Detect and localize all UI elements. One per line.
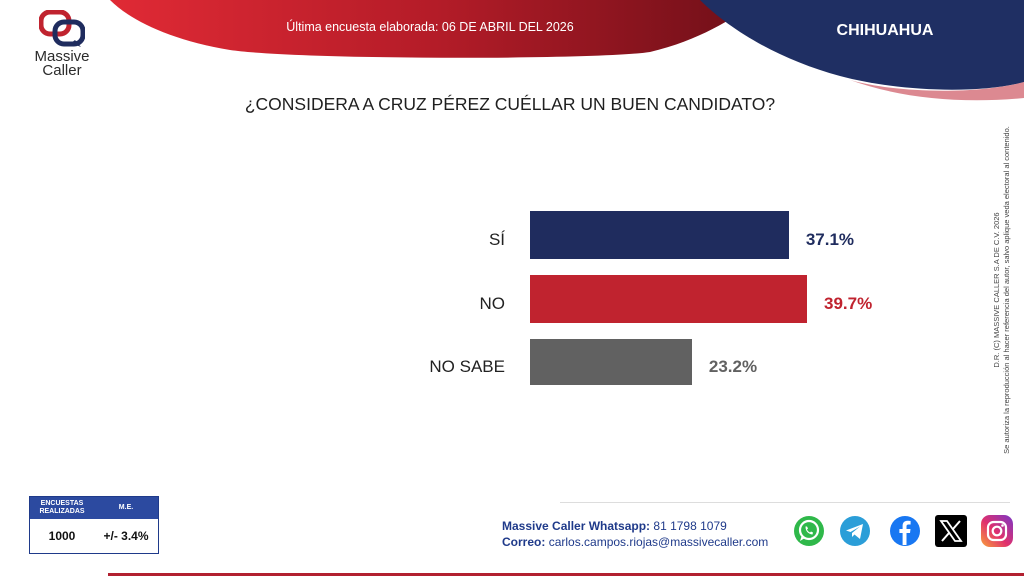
bottom-accent-line xyxy=(108,573,1024,576)
bar-label-no: NO xyxy=(479,294,506,313)
facebook-icon[interactable] xyxy=(888,514,922,548)
survey-date: Última encuesta elaborada: 06 DE ABRIL D… xyxy=(286,20,574,34)
contact-info: Massive Caller Whatsapp: 81 1798 1079 Co… xyxy=(502,518,768,550)
logo-text-caller: Caller xyxy=(42,62,82,79)
bar-no xyxy=(530,275,807,323)
logo-text-massive: Massive xyxy=(34,48,90,65)
copyright-notice: D.R. (C) MASSIVE CALLER S.A DE C.V. 2026… xyxy=(992,100,1022,480)
survey-question: ¿CONSIDERA A CRUZ PÉREZ CUÉLLAR UN BUEN … xyxy=(244,94,776,114)
logo-icon xyxy=(39,10,85,47)
footer-divider xyxy=(560,502,1010,503)
massive-caller-logo: Massive Caller xyxy=(22,10,102,85)
surveys-header: ENCUESTAS REALIZADAS xyxy=(39,500,85,515)
instagram-icon[interactable] xyxy=(980,514,1014,548)
margin-error-header: M.E. xyxy=(118,504,134,511)
bar-si xyxy=(530,211,789,259)
bar-no-sabe xyxy=(530,339,692,385)
bar-value-no: 39.7% xyxy=(824,294,873,313)
telegram-icon[interactable] xyxy=(838,514,872,548)
whatsapp-label: Massive Caller Whatsapp: xyxy=(502,519,651,533)
state-name: CHIHUAHUA xyxy=(836,22,934,39)
surveys-value: 1000 xyxy=(48,529,76,543)
bar-label-no-sabe: NO SABE xyxy=(429,357,505,376)
header-background xyxy=(110,0,1024,101)
bar-label-si: SÍ xyxy=(488,230,505,249)
x-icon[interactable] xyxy=(934,514,968,548)
margin-error-value: +/- 3.4% xyxy=(103,529,149,543)
whatsapp-icon[interactable] xyxy=(792,514,826,548)
email-label: Correo: xyxy=(502,535,546,549)
copyright-line1: D.R. (C) MASSIVE CALLER S.A DE C.V. 2026 xyxy=(992,212,1001,368)
sample-size-box: ENCUESTAS REALIZADAS M.E. 1000 +/- 3.4% xyxy=(29,496,159,554)
email-address[interactable]: carlos.campos.riojas@massivecaller.com xyxy=(548,535,769,549)
whatsapp-number[interactable]: 81 1798 1079 xyxy=(653,519,727,533)
bar-value-si: 37.1% xyxy=(805,230,855,249)
bar-value-no-sabe: 23.2% xyxy=(708,357,758,376)
copyright-line2: Se autoriza la reproducción al hacer ref… xyxy=(1002,126,1011,454)
